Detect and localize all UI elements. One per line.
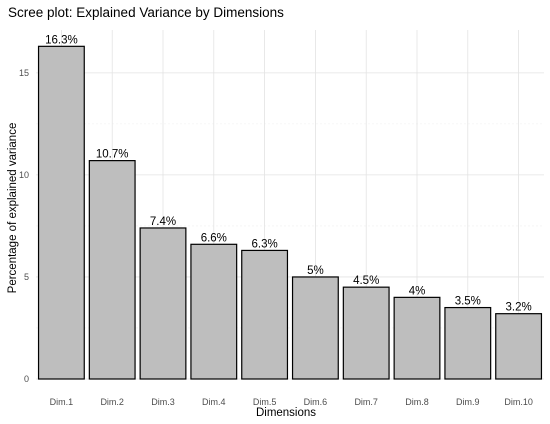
x-tick-label: Dim.9 bbox=[456, 397, 480, 407]
bar-value-label: 3.5% bbox=[455, 296, 481, 308]
bar-dim-8 bbox=[393, 296, 441, 380]
y-tick-label: 10 bbox=[19, 170, 29, 180]
x-axis-ticks: Dim.1 Dim.2 Dim.3 Dim.4 Dim.5 Dim.6 Dim.7 Dim.8… bbox=[50, 397, 533, 407]
bar-value-label: 6.3% bbox=[251, 238, 277, 250]
x-tick-label: Dim.10 bbox=[504, 397, 533, 407]
bar-value-labels: 16.3% 10.7% 7.4% 6.6% 6.3% 5% 4.5% 4% 3.5% 3.2% bbox=[45, 34, 532, 313]
chart-title: Scree plot: Explained Variance by Dimens… bbox=[8, 5, 284, 20]
bar-value-label: 10.7% bbox=[96, 149, 129, 161]
x-tick-label: Dim.7 bbox=[354, 397, 378, 407]
y-axis-ticks: 0 5 10 15 bbox=[19, 68, 29, 384]
bar-dim-1 bbox=[37, 45, 85, 380]
bar-dim-3 bbox=[139, 227, 187, 380]
y-tick-label: 5 bbox=[24, 272, 29, 282]
x-tick-label: Dim.3 bbox=[151, 397, 175, 407]
x-tick-label: Dim.5 bbox=[253, 397, 277, 407]
bar-value-label: 16.3% bbox=[45, 34, 78, 46]
bar-dim-7 bbox=[342, 286, 390, 380]
bar-value-label: 4.5% bbox=[353, 275, 379, 287]
x-tick-label: Dim.6 bbox=[304, 397, 328, 407]
bar-dim-6 bbox=[291, 276, 339, 380]
x-axis-label: Dimensions bbox=[256, 407, 316, 419]
bar-value-label: 6.6% bbox=[201, 232, 227, 244]
x-tick-label: Dim.8 bbox=[405, 397, 429, 407]
y-tick-label: 0 bbox=[24, 374, 29, 384]
bar-dim-2 bbox=[88, 160, 136, 380]
bars bbox=[37, 45, 543, 380]
bar-value-label: 5% bbox=[307, 265, 324, 277]
x-tick-label: Dim.4 bbox=[202, 397, 226, 407]
bar-dim-5 bbox=[241, 249, 289, 380]
bar-dim-4 bbox=[190, 243, 238, 380]
bar-value-label: 3.2% bbox=[505, 302, 531, 314]
y-tick-label: 15 bbox=[19, 68, 29, 78]
bar-dim-10 bbox=[495, 313, 543, 380]
bar-dim-9 bbox=[444, 306, 492, 380]
bar-value-label: 4% bbox=[409, 285, 426, 297]
x-tick-label: Dim.1 bbox=[50, 397, 74, 407]
x-tick-label: Dim.2 bbox=[100, 397, 124, 407]
bar-value-label: 7.4% bbox=[150, 216, 176, 228]
y-axis-label: Percentage of explained variance bbox=[7, 123, 19, 294]
